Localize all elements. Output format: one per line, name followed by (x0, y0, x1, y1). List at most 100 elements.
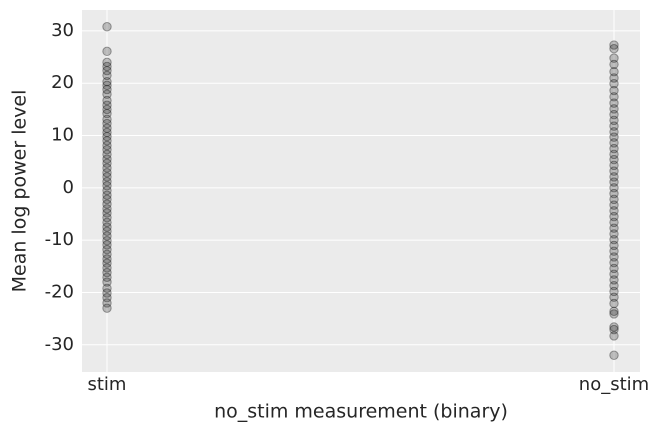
point (609, 240, 619, 251)
point (102, 76, 112, 87)
point (609, 211, 619, 222)
point (102, 70, 112, 81)
y-tick-label: 10 (51, 125, 74, 146)
point (102, 127, 112, 138)
point (609, 331, 619, 341)
point (609, 92, 619, 102)
point (609, 154, 619, 165)
point (102, 212, 112, 223)
point (609, 53, 619, 63)
point (102, 167, 112, 178)
point (102, 263, 112, 273)
point (102, 222, 112, 232)
point (102, 163, 112, 173)
point (609, 263, 619, 274)
point (102, 158, 112, 168)
point (609, 286, 619, 297)
point (102, 136, 112, 146)
y-tick-label: -10 (45, 229, 74, 250)
point (609, 166, 619, 176)
point (102, 293, 112, 303)
point (609, 127, 619, 137)
point (609, 73, 619, 83)
point (609, 40, 619, 50)
point (102, 131, 112, 142)
point (609, 324, 619, 335)
point (609, 109, 619, 120)
point (609, 149, 619, 160)
point (102, 277, 112, 287)
point (609, 246, 619, 256)
y-axis-label: Mean log power level (9, 90, 31, 293)
point (609, 44, 619, 54)
point (102, 84, 112, 95)
point (102, 57, 112, 68)
y-tick-label: 20 (51, 72, 74, 93)
x-axis-label: no_stim measurement (binary) (214, 401, 508, 423)
point (102, 181, 112, 191)
point (609, 132, 619, 142)
point (609, 115, 619, 126)
point (102, 288, 112, 298)
point (102, 249, 112, 259)
point (102, 149, 112, 160)
point (609, 188, 619, 199)
point (102, 108, 112, 119)
point (102, 185, 112, 196)
point (609, 121, 619, 131)
point (102, 267, 112, 278)
point (609, 67, 619, 77)
point (102, 298, 112, 308)
point (609, 306, 619, 317)
point (609, 160, 619, 171)
point (102, 283, 112, 294)
point (609, 322, 619, 332)
point (102, 114, 112, 125)
point (609, 269, 619, 279)
point (102, 303, 112, 313)
point (102, 244, 112, 255)
point (102, 231, 112, 241)
y-tick-label: 0 (63, 177, 74, 198)
point (102, 235, 112, 246)
point (102, 258, 112, 268)
point (102, 22, 112, 32)
y-tick-label: 30 (51, 20, 74, 41)
point (609, 252, 619, 262)
point (102, 140, 112, 151)
point (102, 46, 112, 57)
point (102, 254, 112, 264)
point (609, 172, 619, 182)
point (102, 176, 112, 187)
point (609, 177, 619, 187)
point (609, 217, 619, 228)
point (102, 89, 112, 99)
x-tick-label: no_stim (579, 374, 649, 395)
point (609, 309, 619, 319)
point (102, 199, 112, 209)
point (102, 226, 112, 236)
point (102, 204, 112, 214)
point (102, 144, 112, 155)
point (102, 190, 112, 200)
point (102, 95, 112, 106)
point (102, 80, 112, 91)
point (609, 194, 619, 205)
plot-area (82, 10, 640, 372)
point (609, 143, 619, 154)
point (609, 183, 619, 193)
point (102, 240, 112, 250)
point (609, 350, 619, 360)
point (609, 257, 619, 268)
point (102, 65, 112, 76)
point (609, 85, 619, 96)
point (102, 208, 112, 218)
point (102, 154, 112, 164)
point (102, 123, 112, 133)
point (609, 275, 619, 285)
point (102, 104, 112, 115)
point (102, 61, 112, 72)
y-tick-label: -20 (45, 281, 74, 302)
point (102, 194, 112, 205)
y-tick-label: -30 (45, 334, 74, 355)
